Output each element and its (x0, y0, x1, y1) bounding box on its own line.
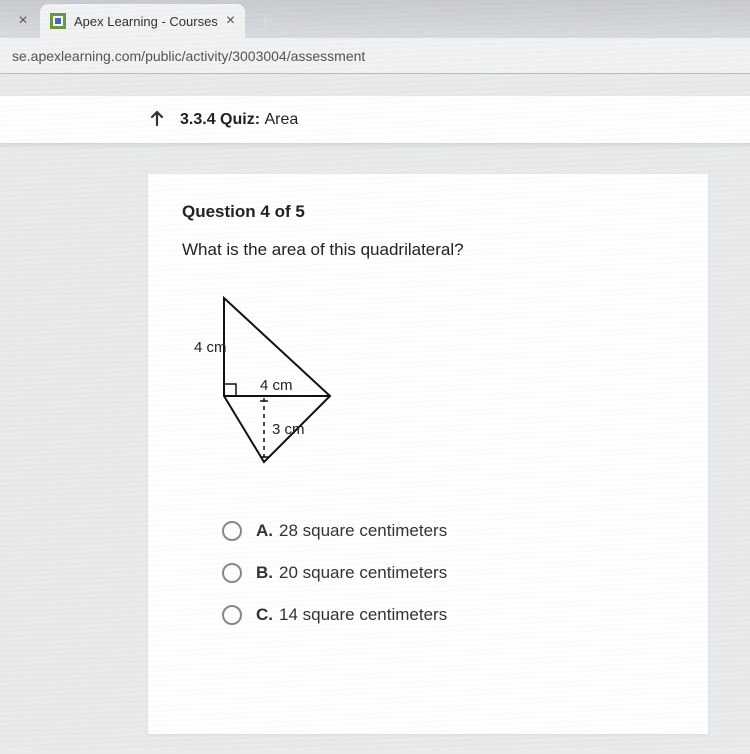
option-letter: C. (256, 605, 273, 624)
option-b[interactable]: B. 20 square centimeters (222, 563, 674, 583)
option-letter: B. (256, 563, 273, 582)
back-arrow-icon[interactable] (148, 108, 166, 132)
prev-tab-close-icon[interactable]: × (6, 4, 40, 38)
quiz-title-prefix: 3.3.4 Quiz: (180, 111, 260, 128)
question-number: Question 4 of 5 (182, 202, 674, 222)
tab-close-icon[interactable]: × (226, 12, 235, 30)
option-label: C. 14 square centimeters (256, 605, 447, 625)
radio-icon[interactable] (222, 521, 242, 541)
url-text: se.apexlearning.com/public/activity/3003… (8, 48, 365, 64)
question-card: Question 4 of 5 What is the area of this… (148, 174, 708, 734)
tab-title: Apex Learning - Courses (74, 14, 218, 29)
tab-bar: × Apex Learning - Courses × ＋ (0, 0, 750, 38)
quiz-title-subject: Area (264, 111, 298, 128)
active-tab[interactable]: Apex Learning - Courses × (40, 4, 245, 38)
address-bar[interactable]: se.apexlearning.com/public/activity/3003… (0, 38, 750, 74)
label-bottom: 3 cm (272, 421, 305, 438)
browser-chrome: × Apex Learning - Courses × ＋ se.apexlea… (0, 0, 750, 74)
question-prompt: What is the area of this quadrilateral? (182, 240, 674, 260)
option-text: 20 square centimeters (279, 563, 447, 582)
quiz-header-bar: 3.3.4 Quiz: Area (0, 96, 750, 144)
option-label: A. 28 square centimeters (256, 521, 447, 541)
option-text: 14 square centimeters (279, 605, 447, 624)
option-a[interactable]: A. 28 square centimeters (222, 521, 674, 541)
radio-icon[interactable] (222, 605, 242, 625)
quadrilateral-figure: 4 cm 4 cm 3 cm (194, 290, 674, 481)
label-mid: 4 cm (260, 377, 293, 394)
page-background: 3.3.4 Quiz: Area Question 4 of 5 What is… (0, 74, 750, 754)
option-letter: A. (256, 521, 273, 540)
new-tab-button[interactable]: ＋ (251, 4, 279, 38)
label-left: 4 cm (194, 339, 227, 356)
option-label: B. 20 square centimeters (256, 563, 447, 583)
option-c[interactable]: C. 14 square centimeters (222, 605, 674, 625)
answer-options: A. 28 square centimeters B. 20 square cent… (182, 521, 674, 625)
quiz-title: 3.3.4 Quiz: Area (180, 111, 298, 129)
apex-favicon-icon (50, 13, 66, 29)
radio-icon[interactable] (222, 563, 242, 583)
option-text: 28 square centimeters (279, 521, 447, 540)
